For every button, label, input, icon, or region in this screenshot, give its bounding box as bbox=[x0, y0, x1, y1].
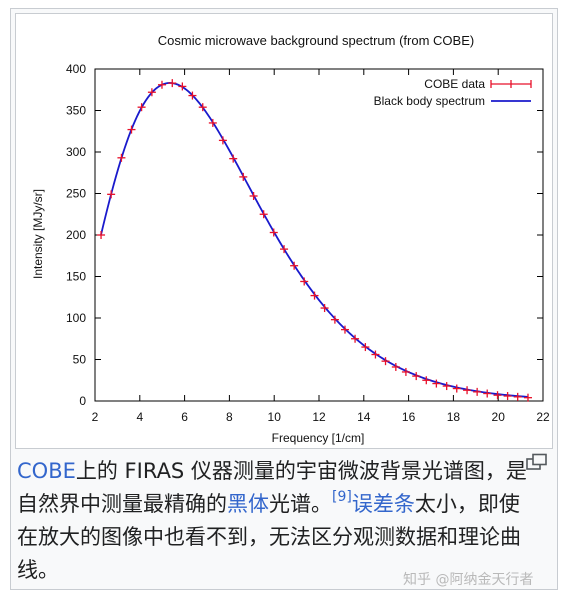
x-tick-label: 16 bbox=[402, 410, 416, 424]
cobe-data-point bbox=[147, 88, 156, 97]
link-error-bar[interactable]: 误差条 bbox=[351, 492, 415, 516]
cobe-data-point bbox=[340, 325, 349, 334]
y-tick-label: 150 bbox=[66, 270, 86, 284]
cobe-data-point bbox=[259, 210, 268, 219]
y-tick-label: 50 bbox=[73, 353, 87, 367]
y-tick-label: 100 bbox=[66, 311, 86, 325]
black-body-curve bbox=[100, 82, 529, 398]
legend-swatch-cobe-data bbox=[490, 80, 532, 88]
x-tick-label: 18 bbox=[447, 410, 461, 424]
x-tick-label: 12 bbox=[312, 410, 326, 424]
cobe-data-point bbox=[513, 392, 522, 401]
cobe-data-point bbox=[239, 172, 248, 181]
cobe-data-point bbox=[310, 291, 319, 300]
cobe-data-point bbox=[157, 80, 166, 89]
caption-text-1: 上的 FIRAS 仪器测量的宇宙微波背景光谱图，是自然界中测量最精确的 bbox=[17, 459, 527, 516]
cobe-data-point bbox=[208, 118, 217, 127]
figure-thumbnail: Cosmic microwave background spectrum (fr… bbox=[10, 8, 558, 590]
chart-title: Cosmic microwave background spectrum (fr… bbox=[158, 33, 474, 48]
cobe-data-point bbox=[97, 231, 106, 239]
cobe-data-point bbox=[452, 384, 461, 393]
cobe-data-point bbox=[137, 103, 146, 112]
y-tick-label: 200 bbox=[66, 228, 86, 242]
cobe-data-point bbox=[432, 379, 441, 388]
cobe-data-point bbox=[249, 191, 258, 200]
y-tick-label: 250 bbox=[66, 187, 86, 201]
y-axis-label: Intensity [MJy/sr] bbox=[31, 189, 45, 279]
citation-ref[interactable]: [9] bbox=[332, 489, 352, 505]
cobe-data-point bbox=[381, 357, 390, 366]
cobe-data-point bbox=[442, 382, 451, 391]
cobe-spectrum-chart: Cosmic microwave background spectrum (fr… bbox=[31, 33, 550, 445]
series-layer bbox=[97, 79, 532, 402]
x-tick-label: 4 bbox=[136, 410, 143, 424]
cobe-data-point bbox=[300, 277, 309, 286]
cobe-data-point bbox=[361, 343, 370, 352]
cobe-data-point bbox=[371, 350, 380, 359]
y-tick-label: 0 bbox=[79, 394, 86, 408]
cobe-data-point bbox=[269, 228, 278, 237]
legend-label-cobe-data: COBE data bbox=[424, 77, 485, 91]
x-tick-label: 2 bbox=[92, 410, 99, 424]
cobe-data-point bbox=[330, 315, 339, 324]
cobe-data-point bbox=[412, 372, 421, 381]
x-axis-label: Frequency [1/cm] bbox=[272, 431, 365, 445]
cobe-data-point bbox=[320, 304, 329, 313]
watermark: 知乎 @阿纳金天行者 bbox=[403, 572, 534, 588]
y-tick-label: 300 bbox=[66, 145, 86, 159]
cobe-data-point bbox=[107, 190, 116, 199]
y-tick-label: 350 bbox=[66, 104, 86, 118]
x-tick-label: 6 bbox=[181, 410, 188, 424]
cobe-data-point bbox=[473, 387, 482, 396]
link-black-body[interactable]: 黑体 bbox=[227, 492, 269, 516]
cobe-data-point bbox=[188, 91, 197, 100]
cobe-data-point bbox=[127, 125, 136, 134]
caption-text-3: 太小，即使在放大的图像中也看不到，无法区分观测数据和理论曲线。 bbox=[17, 492, 521, 582]
plot-frame bbox=[94, 68, 544, 402]
cobe-data-point bbox=[503, 392, 512, 401]
expand-icon[interactable] bbox=[526, 453, 548, 471]
axis-ticks: 2 4 6 8 10 12 14 16 18 20 22 0 50 100 150 200 250 300 350 4… bbox=[66, 62, 550, 424]
cobe-data-point bbox=[391, 362, 400, 371]
y-tick-label: 400 bbox=[66, 62, 86, 76]
cobe-data-point bbox=[351, 334, 360, 343]
cobe-data-point bbox=[229, 154, 238, 163]
x-tick-label: 10 bbox=[268, 410, 282, 424]
figure-caption: COBE上的 FIRAS 仪器测量的宇宙微波背景光谱图，是自然界中测量最精确的黑… bbox=[17, 455, 537, 587]
x-tick-label: 22 bbox=[536, 410, 550, 424]
chart-image[interactable]: Cosmic microwave background spectrum (fr… bbox=[15, 13, 553, 449]
cobe-data-point bbox=[168, 79, 177, 88]
cobe-data-point bbox=[493, 391, 502, 400]
cobe-data-point bbox=[463, 386, 472, 395]
legend: COBE data Black body spectrum bbox=[374, 77, 532, 108]
link-cobe[interactable]: COBE bbox=[17, 459, 76, 483]
cobe-data-point bbox=[178, 82, 187, 91]
x-tick-label: 20 bbox=[492, 410, 506, 424]
cobe-data-point bbox=[401, 367, 410, 376]
legend-label-black-body: Black body spectrum bbox=[374, 94, 485, 108]
x-tick-label: 14 bbox=[357, 410, 371, 424]
cobe-data-point bbox=[280, 245, 289, 254]
cobe-data-point bbox=[198, 103, 207, 112]
cobe-data-point bbox=[117, 153, 126, 162]
cobe-data-point bbox=[290, 261, 299, 270]
cobe-data-point bbox=[218, 136, 227, 145]
cobe-data-point bbox=[422, 376, 431, 385]
caption-text-2: 光谱。 bbox=[269, 492, 332, 516]
cobe-data-point bbox=[523, 393, 532, 402]
x-tick-label: 8 bbox=[226, 410, 233, 424]
cobe-data-point bbox=[483, 389, 492, 398]
